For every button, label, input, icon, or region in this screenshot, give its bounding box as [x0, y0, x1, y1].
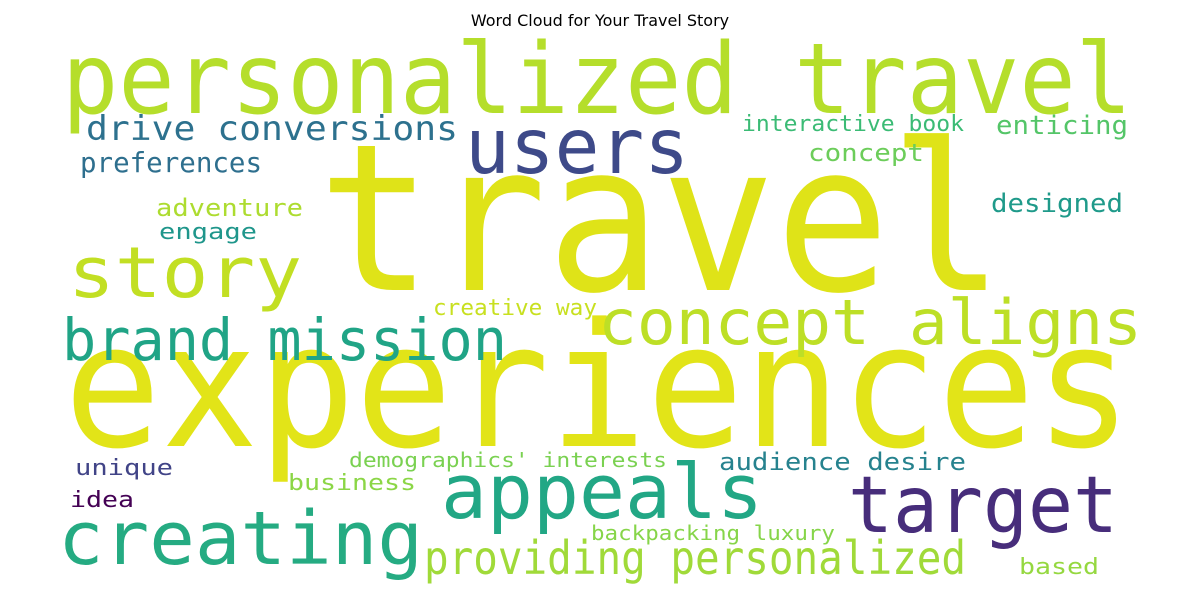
- word-demographics-interests: demographics' interests: [349, 448, 667, 472]
- word-enticing: enticing: [996, 111, 1128, 141]
- word-brand-mission: brand mission: [62, 306, 507, 374]
- word-audience-desire: audience desire: [719, 448, 966, 476]
- word-interactive-book: interactive book: [742, 112, 964, 137]
- word-based: based: [1019, 555, 1099, 580]
- word-preferences: preferences: [80, 146, 262, 179]
- word-target: target: [848, 461, 1118, 551]
- word-creative-way: creative way: [433, 296, 597, 321]
- word-travel: travel: [318, 101, 1004, 339]
- cloud-title: Word Cloud for Your Travel Story: [470, 11, 730, 30]
- word-designed: designed: [991, 189, 1123, 219]
- word-business: business: [288, 471, 416, 496]
- word-users: users: [465, 103, 689, 192]
- word-creating: creating: [58, 496, 423, 582]
- word-experiences: experiences: [64, 286, 1132, 487]
- word-adventure: adventure: [156, 194, 303, 222]
- word-engage: engage: [159, 220, 257, 245]
- word-unique: unique: [75, 456, 173, 481]
- word-backpacking-luxury: backpacking luxury: [591, 521, 835, 545]
- word-story: story: [68, 232, 302, 314]
- word-providing-personalized: providing personalized: [424, 531, 966, 585]
- word-drive-conversions: drive conversions: [86, 109, 458, 149]
- word-personalized-travel: personalized travel: [62, 23, 1132, 137]
- word-idea: idea: [70, 488, 134, 513]
- word-appeals: appeals: [441, 447, 763, 536]
- word-concept: concept: [808, 139, 924, 167]
- word-concept-aligns: concept aligns: [598, 286, 1142, 359]
